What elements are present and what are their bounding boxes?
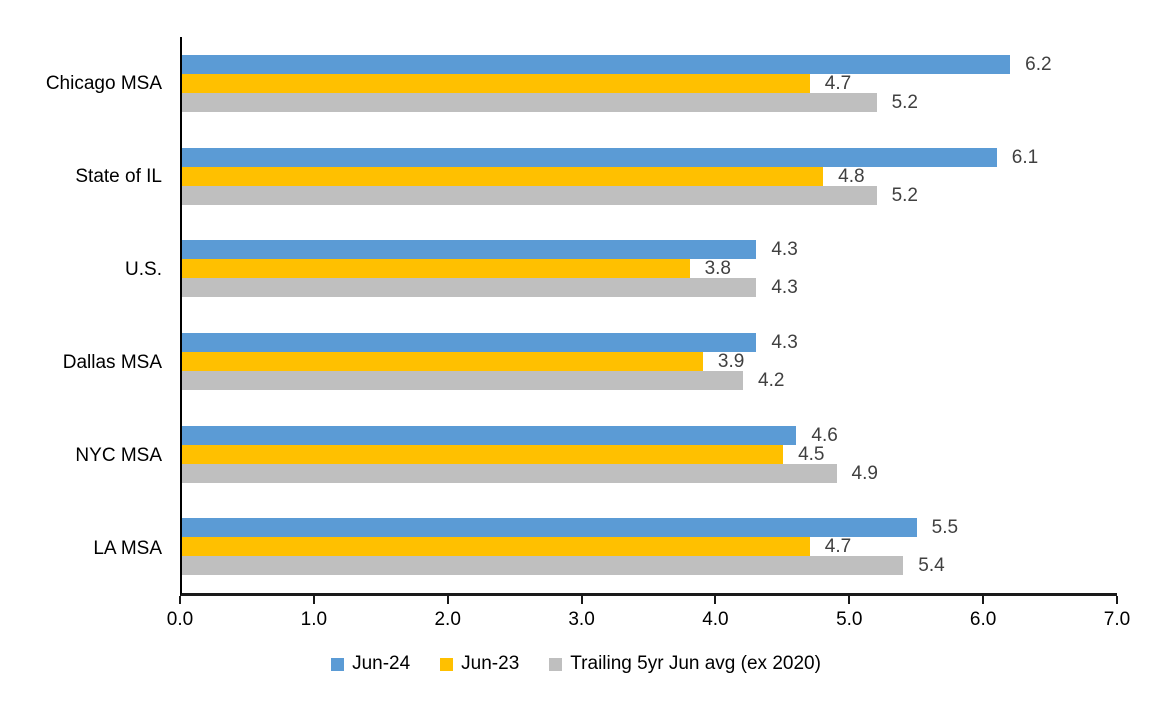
plot-area: 6.2 4.7 5.2 6.1 4.8 5.2 4.3 3.8 4.3 4.3 3.9 4.2 4.6 4… [180,37,1117,596]
bar-row-chicago-msa-jun-24: 6.2 [182,53,1117,75]
legend-swatch-jun-24 [331,657,345,671]
bar-state-of-il-trailing-5yr-jun-avg-ex-2020 [182,185,877,205]
bar-row-dallas-msa-jun-24: 4.3 [182,331,1117,353]
legend-swatch-trailing-5yr-jun-avg-ex-2020 [549,657,563,671]
bar-row-la-msa-jun-23: 4.7 [182,536,1117,558]
x-tick-mark-1.0 [312,596,315,604]
x-tick-mark-0.0 [179,596,181,604]
bar-row-state-of-il-jun-24: 6.1 [182,146,1117,168]
bar-row-dallas-msa-jun-23: 3.9 [182,350,1117,372]
category-label-la-msa: LA MSA [93,538,162,560]
value-label-chicago-msa-trailing-5yr-jun-avg-ex-2020: 5.2 [891,91,918,113]
bar-u-s-jun-23 [182,259,690,279]
value-label-state-of-il-jun-24: 6.1 [1011,146,1039,168]
bar-u-s-jun-24 [182,240,757,260]
x-tick-mark-6.0 [982,596,985,604]
chart-legend: Jun-24 Jun-23 Trailing 5yr Jun avg (ex 202… [0,650,1152,678]
bar-nyc-msa-jun-23 [182,444,784,464]
legend-item-jun-24: Jun-24 [331,653,410,675]
x-tick-label-0.0: 0.0 [166,609,194,630]
legend-label-jun-24: Jun-24 [352,653,411,674]
value-label-dallas-msa-jun-24: 4.3 [771,331,798,353]
bar-group-dallas-msa: 4.3 3.9 4.2 [182,315,1117,408]
bar-la-msa-jun-24 [182,518,917,538]
bar-group-u-s: 4.3 3.8 4.3 [182,222,1117,315]
bar-state-of-il-jun-24 [182,147,997,167]
value-label-state-of-il-jun-23: 4.8 [838,165,865,187]
bar-chicago-msa-jun-24 [182,54,1011,74]
value-label-dallas-msa-jun-23: 3.9 [717,350,745,372]
category-label-nyc-msa: NYC MSA [75,445,162,467]
category-label-u-s: U.S. [125,258,162,280]
value-label-u-s-jun-23: 3.8 [704,258,731,280]
legend-item-jun-23: Jun-23 [440,653,519,675]
x-tick-label-5.0: 5.0 [836,609,863,630]
bar-row-chicago-msa-trailing-5yr-jun-avg-ex-2020: 5.2 [182,91,1117,113]
bar-state-of-il-jun-23 [182,166,824,186]
bar-group-nyc-msa: 4.6 4.5 4.9 [182,408,1117,501]
bar-row-dallas-msa-trailing-5yr-jun-avg-ex-2020: 4.2 [182,369,1117,391]
bar-row-nyc-msa-trailing-5yr-jun-avg-ex-2020: 4.9 [182,462,1117,484]
x-axis-ticks: 0.0 1.0 2.0 3.0 4.0 5.0 6.0 7.0 [167,596,1130,636]
bar-dallas-msa-jun-23 [182,351,703,371]
legend-item-trailing-5yr-jun-avg-ex-2020: Trailing 5yr Jun avg (ex 2020) [549,653,821,675]
value-label-la-msa-trailing-5yr-jun-avg-ex-2020: 5.4 [918,555,945,577]
legend-label-jun-23: Jun-23 [461,653,520,674]
bar-row-u-s-trailing-5yr-jun-avg-ex-2020: 4.3 [182,277,1117,299]
bar-dallas-msa-trailing-5yr-jun-avg-ex-2020 [182,370,743,390]
x-tick-mark-7.0 [1116,596,1118,604]
value-label-u-s-jun-24: 4.3 [771,239,798,261]
legend-label-trailing-5yr-jun-avg-ex-2020: Trailing 5yr Jun avg (ex 2020) [570,653,821,674]
value-label-nyc-msa-jun-23: 4.5 [798,443,825,465]
x-tick-label-6.0: 6.0 [969,609,997,630]
x-tick-mark-5.0 [848,596,851,604]
x-tick-mark-4.0 [714,596,717,604]
category-axis-labels: Chicago MSA State of IL U.S. Dallas MSA NYC … [0,37,162,596]
x-tick-label-4.0: 4.0 [702,609,729,630]
bar-row-la-msa-trailing-5yr-jun-avg-ex-2020: 5.4 [182,555,1117,577]
bar-nyc-msa-jun-24 [182,425,797,445]
x-tick-mark-3.0 [580,596,583,604]
bar-la-msa-jun-23 [182,537,810,557]
bar-chicago-msa-trailing-5yr-jun-avg-ex-2020 [182,92,877,112]
bar-group-la-msa: 5.5 4.7 5.4 [182,500,1117,593]
bar-group-chicago-msa: 6.2 4.7 5.2 [182,37,1117,130]
x-tick-label-7.0: 7.0 [1103,609,1131,630]
x-tick-mark-2.0 [446,596,449,604]
x-tick-label-3.0: 3.0 [568,609,595,630]
bar-chicago-msa-jun-23 [182,73,810,93]
bar-row-la-msa-jun-24: 5.5 [182,517,1117,539]
bar-row-state-of-il-trailing-5yr-jun-avg-ex-2020: 5.2 [182,184,1117,206]
category-label-chicago-msa: Chicago MSA [45,72,162,94]
value-label-u-s-trailing-5yr-jun-avg-ex-2020: 4.3 [771,277,798,299]
value-label-la-msa-jun-23: 4.7 [824,536,852,558]
bar-dallas-msa-jun-24 [182,332,757,352]
bar-la-msa-trailing-5yr-jun-avg-ex-2020 [182,556,904,576]
bar-row-state-of-il-jun-23: 4.8 [182,165,1117,187]
value-label-nyc-msa-jun-24: 4.6 [811,424,838,446]
category-label-state-of-il: State of IL [75,165,162,187]
legend-swatch-jun-23 [440,657,454,671]
x-tick-label-1.0: 1.0 [300,609,328,630]
bar-u-s-trailing-5yr-jun-avg-ex-2020 [182,278,757,298]
bar-row-nyc-msa-jun-24: 4.6 [182,424,1117,446]
value-label-state-of-il-trailing-5yr-jun-avg-ex-2020: 5.2 [891,184,918,206]
value-label-chicago-msa-jun-23: 4.7 [824,72,852,94]
value-label-chicago-msa-jun-24: 6.2 [1025,53,1052,75]
value-label-nyc-msa-trailing-5yr-jun-avg-ex-2020: 4.9 [851,462,878,484]
bar-group-state-of-il: 6.1 4.8 5.2 [182,130,1117,223]
value-label-dallas-msa-trailing-5yr-jun-avg-ex-2020: 4.2 [758,369,785,391]
bar-row-u-s-jun-23: 3.8 [182,258,1117,280]
category-label-dallas-msa: Dallas MSA [62,352,162,374]
bar-row-nyc-msa-jun-23: 4.5 [182,443,1117,465]
x-tick-label-2.0: 2.0 [434,609,461,630]
value-label-la-msa-jun-24: 5.5 [931,517,959,539]
bar-nyc-msa-trailing-5yr-jun-avg-ex-2020 [182,463,837,483]
bar-row-chicago-msa-jun-23: 4.7 [182,72,1117,94]
bar-row-u-s-jun-24: 4.3 [182,239,1117,261]
